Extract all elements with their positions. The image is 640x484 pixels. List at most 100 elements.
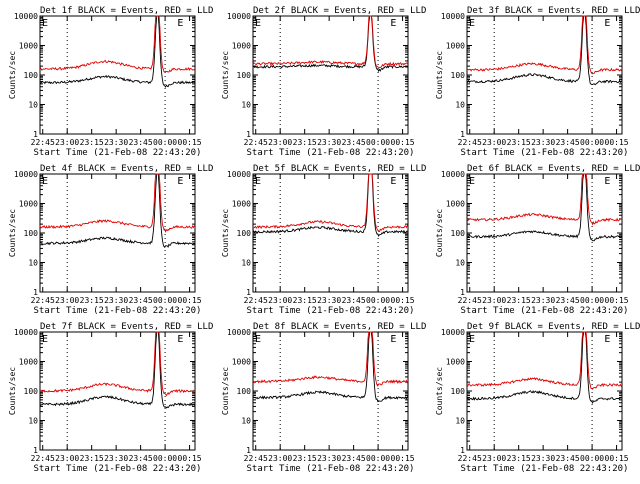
x-tick-label: 23:00 [268,296,292,305]
series-events-line [252,15,409,73]
x-tick-label: 00:15 [178,454,202,463]
y-tick-label: 1 [33,446,38,455]
y-tick-label: 1000 [19,200,38,209]
y-tick-label: 100 [451,229,466,238]
y-tick-label: 100 [24,71,39,80]
y-tick-label: 10000 [441,170,465,179]
x-tick-label: 23:00 [482,296,506,305]
x-tick-label: 23:30 [317,138,341,147]
x-tick-label: 23:00 [482,138,506,147]
x-tick-label: 23:15 [293,454,317,463]
x-tick-label: 23:45 [556,454,580,463]
y-tick-label: 1 [246,446,251,455]
x-tick-label: 23:15 [293,296,317,305]
x-tick-label: 22:45 [31,138,55,147]
series-lld-line [39,15,196,73]
y-tick-label: 10000 [441,328,465,337]
x-tick-label: 23:00 [482,454,506,463]
x-tick-label: 00:00 [580,138,604,147]
x-tick-label: 00:15 [391,454,415,463]
event-marker-label: E [390,334,396,345]
x-tick-label: 23:30 [531,138,555,147]
x-tick-label: 22:45 [244,138,268,147]
x-tick-label: 23:45 [129,138,153,147]
panel-title: Det 6f BLACK = Events, RED = LLD [467,164,640,174]
y-tick-label: 10000 [14,170,38,179]
y-axis-label: Counts/sec [221,51,230,99]
panel-title: Det 9f BLACK = Events, RED = LLD [467,322,640,332]
series-events-line [39,15,196,88]
x-tick-label: 00:15 [391,296,415,305]
x-tick-label: 22:45 [458,296,482,305]
y-tick-label: 100 [237,387,252,396]
y-axis-label: Counts/sec [435,367,444,415]
y-tick-label: 10 [241,101,251,110]
y-tick-label: 10000 [14,12,38,21]
y-tick-label: 1000 [446,358,465,367]
plot-frame [466,331,623,451]
panel-title: Det 3f BLACK = Events, RED = LLD [467,6,640,16]
x-tick-label: 00:15 [391,138,415,147]
x-tick-label: 23:00 [55,454,79,463]
y-tick-label: 10000 [227,170,251,179]
event-marker-label: E [469,334,475,345]
x-axis-label: Start Time (21-Feb-08 22:43:20) [461,306,629,316]
x-tick-label: 23:45 [129,296,153,305]
x-tick-label: 00:00 [153,138,177,147]
x-tick-label: 23:15 [507,454,531,463]
event-marker-label: E [469,18,475,29]
x-axis-label: Start Time (21-Feb-08 22:43:20) [34,306,202,316]
panel-5: Det 5f BLACK = Events, RED = LLD 1 10 100 10… [221,164,426,316]
y-tick-label: 10 [455,417,465,426]
y-axis-label: Counts/sec [8,51,17,99]
series-events-line [466,173,623,242]
x-tick-label: 23:15 [293,138,317,147]
x-tick-label: 22:45 [31,454,55,463]
series-lld-line [252,331,409,387]
plot-frame [39,173,196,293]
x-tick-label: 00:00 [366,138,390,147]
x-tick-label: 23:00 [268,138,292,147]
x-tick-label: 00:15 [178,296,202,305]
x-tick-label: 23:45 [342,138,366,147]
x-tick-label: 23:45 [556,138,580,147]
x-axis-label: Start Time (21-Feb-08 22:43:20) [247,306,415,316]
event-marker-label: E [255,334,261,345]
y-tick-label: 1 [460,288,465,297]
y-tick-label: 10 [28,101,38,110]
x-tick-label: 23:15 [507,296,531,305]
y-tick-label: 10 [28,417,38,426]
x-tick-label: 23:45 [556,296,580,305]
event-marker-label: E [604,334,610,345]
x-tick-label: 23:30 [317,296,341,305]
x-axis-label: Start Time (21-Feb-08 22:43:20) [461,464,629,474]
x-tick-label: 23:00 [55,138,79,147]
panel-title: Det 4f BLACK = Events, RED = LLD [40,164,213,174]
y-tick-label: 10 [455,101,465,110]
y-tick-label: 100 [24,387,39,396]
x-tick-label: 22:45 [458,138,482,147]
x-tick-label: 23:30 [531,454,555,463]
x-tick-label: 00:15 [605,138,629,147]
x-tick-label: 23:15 [507,138,531,147]
x-tick-label: 23:15 [80,454,104,463]
x-tick-label: 23:15 [80,138,104,147]
x-tick-label: 00:15 [178,138,202,147]
y-tick-label: 1000 [19,42,38,51]
event-marker-label: E [604,176,610,187]
plot-frame [252,331,409,451]
panel-title: Det 1f BLACK = Events, RED = LLD [40,6,213,16]
y-tick-label: 10 [241,259,251,268]
event-marker-label: E [42,176,48,187]
y-tick-label: 10000 [14,328,38,337]
x-tick-label: 00:00 [153,296,177,305]
event-marker-label: E [390,18,396,29]
series-events-line [466,331,623,404]
series-events-line [252,173,409,237]
y-axis-label: Counts/sec [8,367,17,415]
x-tick-label: 23:30 [531,296,555,305]
y-tick-label: 1000 [19,358,38,367]
series-events-line [252,331,409,403]
